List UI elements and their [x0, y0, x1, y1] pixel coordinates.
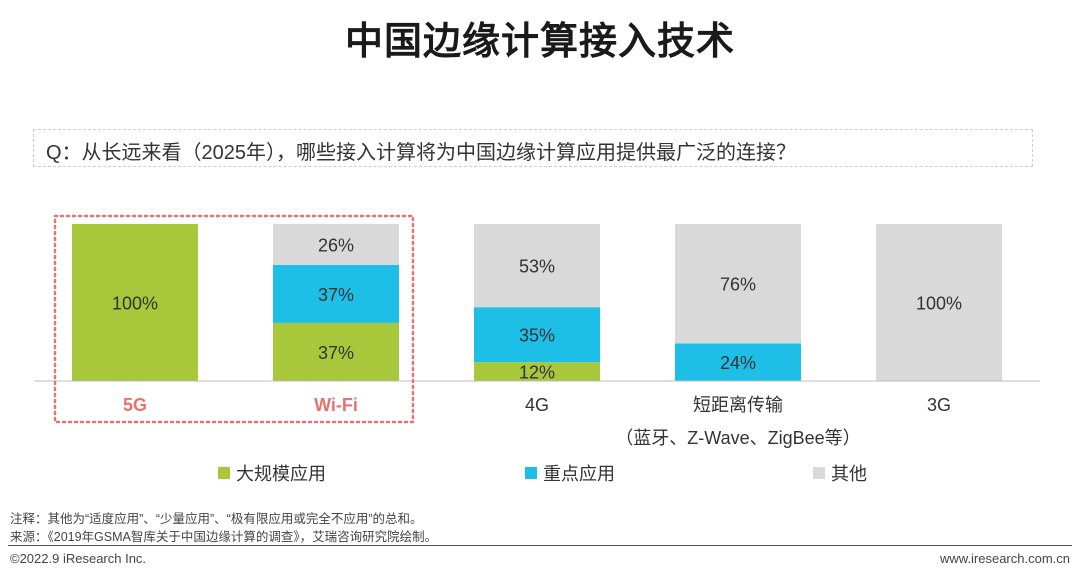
x-tick-label: 短距离传输 — [693, 395, 783, 415]
legend-item-key: 重点应用 — [525, 460, 615, 486]
bar-segment — [474, 307, 600, 363]
bar-segment — [273, 322, 399, 381]
data-label: 100% — [112, 294, 158, 314]
legend-label-large-scale: 大规模应用 — [236, 464, 326, 484]
legend-swatch-key — [525, 467, 537, 479]
x-tick-label: 4G — [525, 395, 549, 415]
source-text: 来源：《2019年GSMA智库关于中国边缘计算的调查》，艾瑞咨询研究院绘制。 — [10, 530, 438, 544]
legend-item-other: 其他 — [813, 460, 867, 486]
bar-segment — [675, 343, 801, 381]
stacked-bar-chart: 100% 37% 37% 26% 12% 35% 53% 24% 76% 100% 5G Wi-Fi 4… — [34, 214, 1040, 448]
data-label: 76% — [720, 275, 756, 295]
bar-segment — [72, 224, 198, 381]
legend-item-large-scale: 大规模应用 — [218, 460, 326, 486]
x-tick-label: 3G — [927, 395, 951, 415]
bar-segment — [474, 224, 600, 308]
data-label: 37% — [318, 343, 354, 363]
page-title: 中国边缘计算接入技术 — [344, 21, 735, 63]
bar-segment — [273, 224, 399, 265]
legend-label-other: 其他 — [831, 464, 867, 484]
survey-question: Q：从长远来看（2025年），哪些接入计算将为中国边缘计算应用提供最广泛的连接？ — [33, 129, 1033, 167]
x-tick-label: 5G — [123, 395, 147, 415]
footer-copyright: ©2022.9 iResearch Inc. — [10, 551, 147, 566]
data-label: 100% — [916, 294, 962, 314]
bar-segment — [273, 264, 399, 323]
x-tick-sublabel: （蓝牙、Z-Wave、ZigBee等） — [615, 428, 860, 448]
data-label: 12% — [519, 363, 555, 383]
bar-segment — [474, 362, 600, 381]
data-label: 53% — [519, 257, 555, 277]
data-label: 26% — [318, 235, 354, 255]
x-tick-label: Wi-Fi — [314, 395, 358, 415]
bar-segment — [675, 224, 801, 344]
footer-divider — [8, 545, 1072, 546]
data-label: 37% — [318, 285, 354, 305]
data-label: 35% — [519, 326, 555, 346]
footer-website: www.iresearch.com.cn — [939, 551, 1070, 566]
note-text: 注释：其他为“适度应用”、“少量应用”、“极有限应用或完全不应用”的总和。 — [10, 512, 423, 526]
highlight-box — [53, 214, 415, 424]
legend-swatch-other — [813, 467, 825, 479]
bar-segment — [876, 224, 1002, 381]
legend-label-key: 重点应用 — [543, 464, 615, 484]
legend-swatch-large-scale — [218, 467, 230, 479]
data-label: 24% — [720, 353, 756, 373]
